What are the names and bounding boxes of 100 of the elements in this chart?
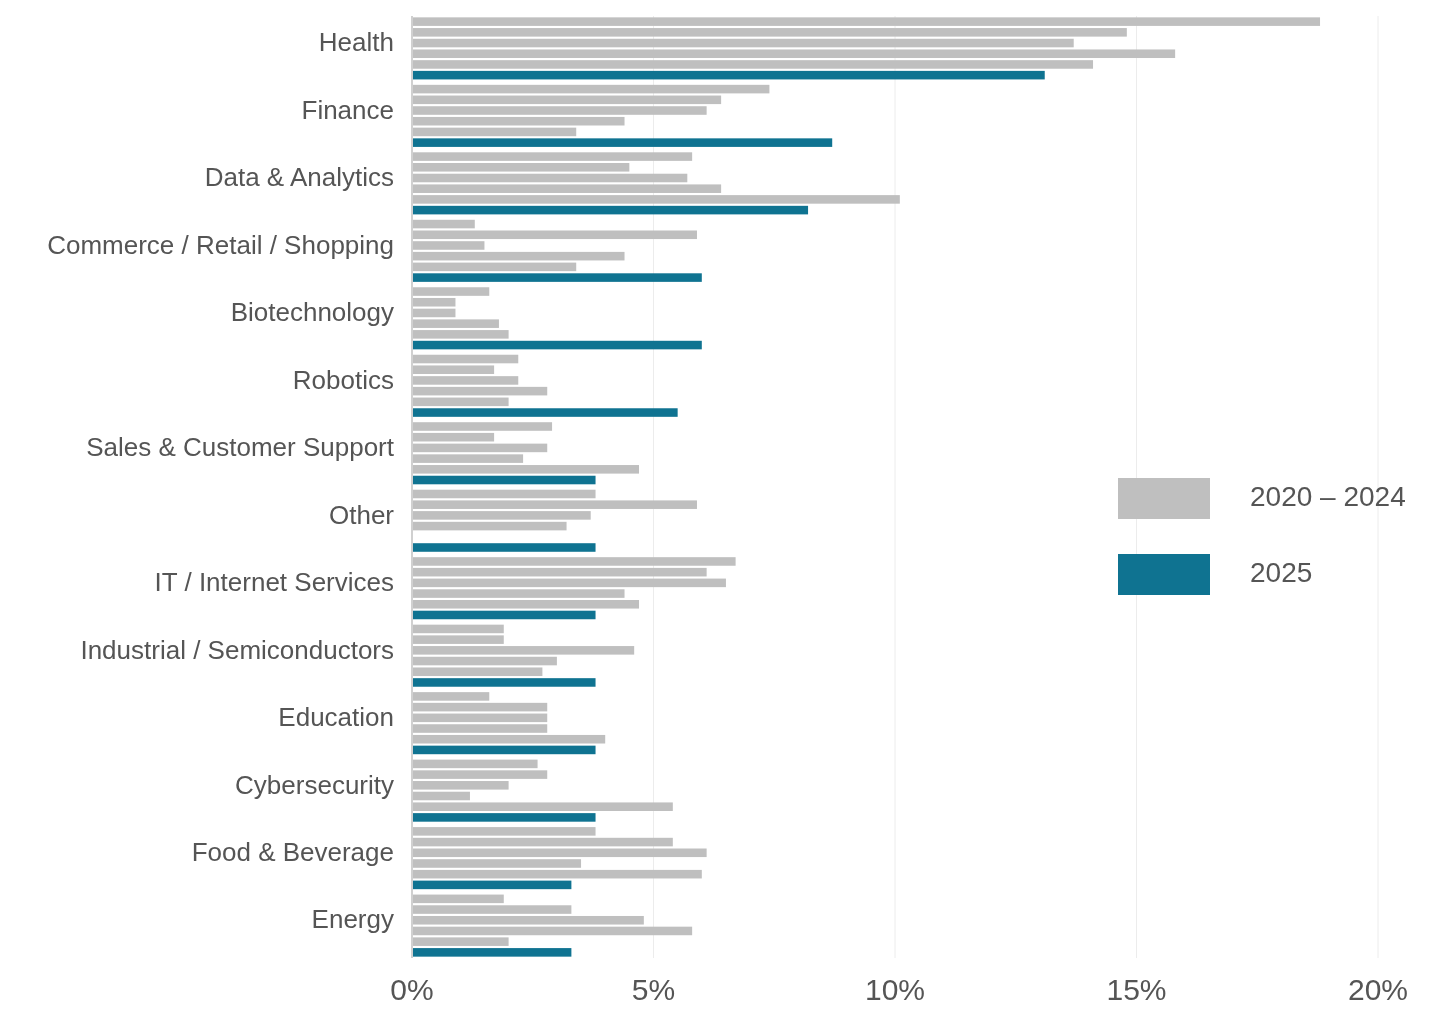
bar — [412, 646, 635, 655]
bar — [412, 589, 625, 598]
bar — [412, 713, 548, 723]
x-tick-label: 15% — [1106, 973, 1167, 1006]
bar — [412, 454, 524, 463]
bar — [412, 163, 630, 172]
bar — [412, 734, 606, 744]
bar — [412, 837, 673, 847]
bar — [412, 28, 1127, 37]
bar — [412, 173, 688, 183]
bar — [412, 106, 707, 115]
bar — [412, 781, 509, 790]
bar — [412, 219, 475, 229]
bar — [412, 138, 833, 147]
y-tick-label: Commerce / Retail / Shopping — [47, 229, 394, 260]
x-tick-label: 10% — [864, 973, 926, 1006]
bar — [412, 745, 596, 755]
bar — [412, 205, 809, 215]
bar — [412, 724, 548, 733]
bar — [412, 70, 1045, 80]
bar — [412, 802, 673, 811]
bar — [412, 926, 693, 936]
y-tick-label: Cybersecurity — [235, 769, 394, 800]
bar — [412, 273, 702, 282]
bar — [412, 386, 548, 396]
bar — [412, 770, 548, 779]
bar — [412, 489, 596, 499]
bar — [412, 567, 707, 577]
bar — [412, 60, 1094, 69]
bar — [412, 241, 485, 250]
bar — [412, 915, 644, 925]
bar — [412, 408, 678, 417]
bar — [412, 49, 1176, 59]
bar — [412, 38, 1074, 48]
y-tick-label: Energy — [311, 904, 394, 935]
legend-label: 2020 – 2024 — [1250, 481, 1406, 513]
bar — [412, 827, 596, 836]
bar — [412, 521, 567, 531]
bar — [412, 557, 736, 566]
bar — [412, 262, 577, 272]
y-tick-label: Sales & Customer Support — [86, 432, 395, 463]
bar — [412, 195, 900, 204]
y-tick-label: Biotechnology — [230, 297, 394, 328]
y-tick-label: Robotics — [292, 364, 394, 395]
bar — [412, 127, 577, 137]
bar — [412, 894, 504, 904]
y-tick-label: IT / Internet Services — [154, 567, 394, 598]
bar — [412, 116, 625, 126]
bar — [412, 656, 557, 666]
bar — [412, 376, 519, 385]
bar — [412, 251, 625, 261]
bar — [412, 624, 504, 634]
bar — [412, 297, 456, 307]
bar — [412, 152, 693, 161]
y-tick-label: Education — [278, 702, 394, 733]
x-tick-label: 0% — [390, 973, 434, 1006]
bar — [412, 511, 591, 520]
y-tick-label: Finance — [301, 94, 394, 125]
bar — [412, 678, 596, 687]
bar — [412, 319, 499, 328]
bar — [412, 578, 726, 588]
bar — [412, 948, 572, 957]
bar — [412, 95, 722, 105]
bar — [412, 465, 640, 474]
bar — [412, 859, 582, 868]
bar — [412, 500, 697, 509]
bar — [412, 17, 1321, 26]
bar — [412, 791, 470, 801]
bar — [412, 84, 770, 94]
bar — [412, 905, 572, 914]
bar — [412, 184, 722, 193]
legend-label: 2025 — [1250, 557, 1313, 589]
x-tick-label: 20% — [1347, 973, 1409, 1006]
bar — [412, 599, 640, 609]
bar — [412, 667, 543, 677]
bar — [412, 432, 495, 442]
bar — [412, 422, 553, 431]
y-tick-label: Other — [328, 499, 395, 530]
bar — [412, 610, 596, 620]
y-tick-label: Food & Beverage — [191, 837, 394, 868]
y-tick-label: Industrial / Semiconductors — [80, 634, 394, 665]
y-tick-label: Health — [318, 27, 394, 58]
bar — [412, 759, 538, 769]
bar — [412, 937, 509, 946]
bar — [412, 692, 490, 701]
bar — [412, 330, 509, 339]
bar — [412, 308, 456, 318]
bar — [412, 475, 596, 485]
bar — [412, 880, 572, 890]
y-tick-label: Data & Analytics — [204, 162, 394, 193]
x-tick-label: 5% — [631, 973, 676, 1006]
bar — [412, 230, 697, 240]
bar — [412, 443, 548, 453]
bar — [412, 635, 504, 644]
bar — [412, 287, 490, 296]
bar — [412, 869, 702, 879]
bar — [412, 848, 707, 858]
bar — [412, 340, 702, 350]
bar — [412, 702, 548, 712]
bar — [412, 543, 596, 552]
